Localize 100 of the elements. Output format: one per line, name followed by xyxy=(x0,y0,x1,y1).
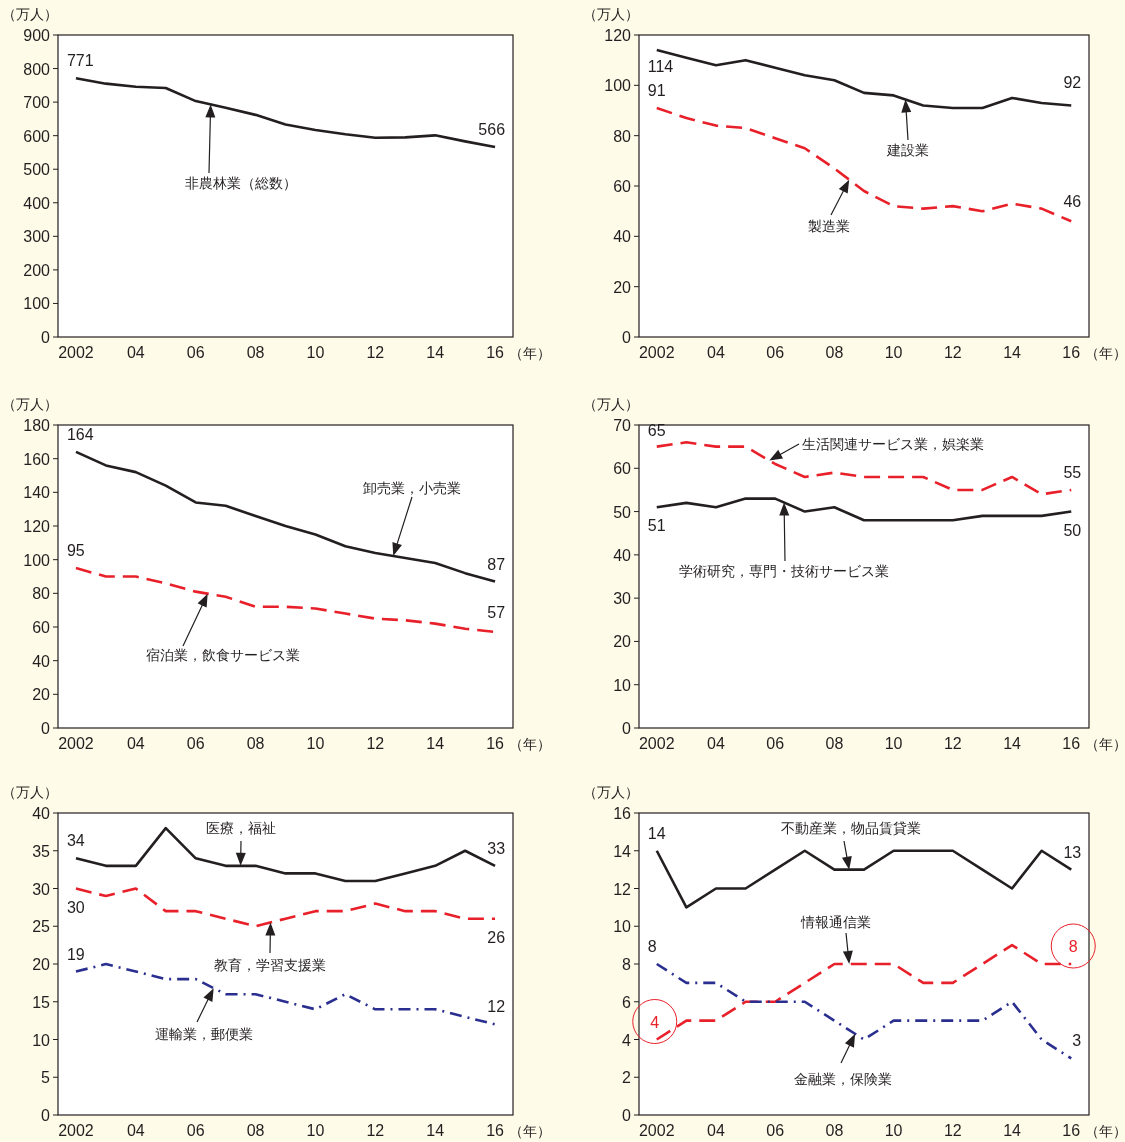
x-tick-label: 14 xyxy=(426,735,445,752)
x-tick-label: 06 xyxy=(186,344,205,361)
y-tick-label: 10 xyxy=(613,918,632,936)
annotation: 学術研究，専門・技術サービス業 xyxy=(679,563,889,579)
x-tick-label: 16 xyxy=(1062,735,1081,752)
annotation: 宿泊業，飲食サービス業 xyxy=(146,647,300,663)
y-tick-label: 25 xyxy=(32,918,51,936)
data-label: 8 xyxy=(647,938,657,955)
y-axis-title: （万人） xyxy=(583,784,639,800)
y-tick-label: 180 xyxy=(23,417,51,434)
y-tick-label: 0 xyxy=(622,720,632,737)
x-tick-label: 10 xyxy=(884,735,903,752)
annotation: 教育，学習支援業 xyxy=(214,957,326,973)
annotation: 運輸業，郵便業 xyxy=(155,1026,253,1042)
x-axis-title: （年） xyxy=(509,1123,551,1139)
y-tick-label: 16 xyxy=(613,805,632,822)
data-label: 164 xyxy=(66,425,94,443)
x-tick-label: 14 xyxy=(426,1122,445,1139)
y-tick-label: 15 xyxy=(32,993,51,1011)
x-tick-label: 2002 xyxy=(58,735,94,752)
data-label: 91 xyxy=(647,81,666,99)
y-tick-label: 0 xyxy=(622,329,632,346)
y-tick-label: 0 xyxy=(41,720,51,737)
x-axis-title: （年） xyxy=(509,736,551,752)
y-axis-title: （万人） xyxy=(2,6,58,22)
data-label: 65 xyxy=(647,421,666,439)
x-tick-label: 16 xyxy=(1062,1122,1081,1139)
x-tick-label: 14 xyxy=(1003,735,1022,752)
x-tick-label: 16 xyxy=(486,735,505,752)
y-tick-label: 70 xyxy=(613,417,632,434)
data-label: 30 xyxy=(66,898,85,916)
data-label: 14 xyxy=(647,824,666,842)
x-tick-label: 10 xyxy=(884,1122,903,1139)
y-tick-label: 4 xyxy=(622,1031,632,1049)
x-tick-label: 04 xyxy=(126,344,145,361)
data-label: 26 xyxy=(487,928,506,946)
x-tick-label: 12 xyxy=(366,735,385,752)
x-tick-label: 08 xyxy=(246,344,265,361)
annotation: 生活関連サービス業，娯楽業 xyxy=(802,436,984,452)
x-tick-label: 12 xyxy=(943,735,962,752)
data-label: 13 xyxy=(1063,843,1082,861)
data-label: 87 xyxy=(487,555,506,573)
data-label: 3 xyxy=(1072,1032,1082,1050)
y-tick-label: 0 xyxy=(41,329,51,346)
y-tick-label: 50 xyxy=(613,503,632,521)
annotation: 8 xyxy=(1068,938,1078,955)
x-axis-title: （年） xyxy=(1085,1123,1125,1139)
annotation: 製造業 xyxy=(808,218,850,234)
y-tick-label: 80 xyxy=(32,585,51,603)
x-tick-label: 04 xyxy=(126,735,145,752)
y-tick-label: 10 xyxy=(32,1031,51,1049)
data-label: 34 xyxy=(66,832,85,850)
x-tick-label: 04 xyxy=(707,1122,725,1139)
y-tick-label: 120 xyxy=(604,27,632,44)
y-tick-label: 20 xyxy=(32,956,51,973)
y-tick-label: 600 xyxy=(23,127,51,145)
x-tick-label: 16 xyxy=(486,344,505,361)
annotation: 金融業，保険業 xyxy=(794,1071,892,1087)
y-tick-label: 60 xyxy=(32,619,51,636)
y-tick-label: 5 xyxy=(41,1069,51,1087)
x-tick-label: 2002 xyxy=(58,344,94,361)
x-tick-label: 08 xyxy=(825,735,844,752)
x-tick-label: 16 xyxy=(1062,344,1081,361)
x-tick-label: 06 xyxy=(186,1122,205,1139)
y-tick-label: 400 xyxy=(23,194,51,212)
data-label: 19 xyxy=(66,945,85,963)
x-tick-label: 10 xyxy=(306,1122,325,1139)
y-axis-title: （万人） xyxy=(2,396,58,412)
y-tick-label: 40 xyxy=(613,546,632,564)
data-label: 57 xyxy=(487,604,506,622)
y-axis-title: （万人） xyxy=(583,6,639,22)
y-tick-label: 100 xyxy=(604,77,632,95)
y-tick-label: 0 xyxy=(622,1107,632,1124)
y-tick-label: 700 xyxy=(23,94,51,112)
y-tick-label: 80 xyxy=(613,127,632,145)
y-tick-label: 40 xyxy=(613,228,632,246)
x-axis-title: （年） xyxy=(1085,345,1125,361)
x-tick-label: 04 xyxy=(707,344,725,361)
y-tick-label: 500 xyxy=(23,161,51,179)
annotation: 非農林業（総数） xyxy=(185,175,297,191)
y-tick-label: 0 xyxy=(41,1107,51,1124)
x-tick-label: 08 xyxy=(825,344,844,361)
y-tick-label: 900 xyxy=(23,27,51,44)
x-tick-label: 08 xyxy=(246,1122,265,1139)
y-tick-label: 120 xyxy=(23,518,51,535)
y-tick-label: 10 xyxy=(613,676,632,694)
x-tick-label: 06 xyxy=(766,344,785,361)
x-tick-label: 06 xyxy=(766,1122,785,1139)
y-tick-label: 800 xyxy=(23,60,51,78)
x-tick-label: 08 xyxy=(825,1122,844,1139)
y-axis-title: （万人） xyxy=(583,396,639,412)
annotation: 建設業 xyxy=(886,142,929,158)
x-tick-label: 06 xyxy=(766,735,785,752)
y-tick-label: 6 xyxy=(622,993,632,1011)
y-tick-label: 100 xyxy=(23,295,51,313)
data-label: 95 xyxy=(66,542,85,560)
x-tick-label: 2002 xyxy=(638,344,675,361)
data-label: 51 xyxy=(647,517,666,535)
y-tick-label: 14 xyxy=(613,842,632,860)
y-tick-label: 300 xyxy=(23,228,51,246)
